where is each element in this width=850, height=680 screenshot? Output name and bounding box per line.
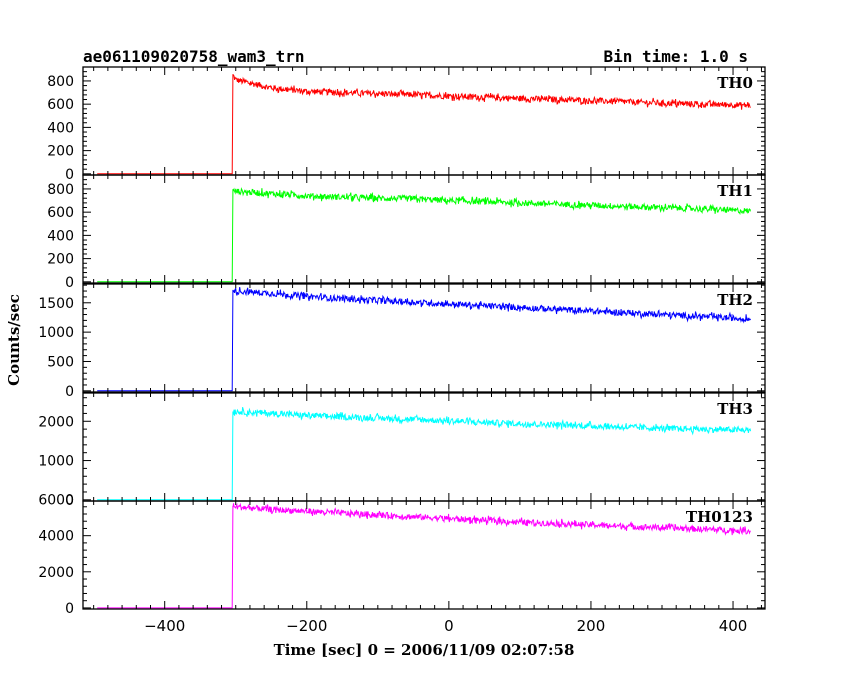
- y-tick-label-th3: 1000: [38, 454, 74, 470]
- y-tick-label-th1: 200: [47, 252, 74, 268]
- x-tick-label: 400: [719, 617, 748, 635]
- y-tick-label-th0123: 4000: [38, 529, 74, 545]
- y-tick-label-th2: 1500: [38, 296, 74, 312]
- y-tick-label-th1: 800: [47, 182, 74, 198]
- panel-label-th2: TH2: [717, 291, 753, 309]
- y-tick-label-th0: 600: [47, 97, 74, 113]
- panel-th3: 0 1000 2000 TH3: [38, 392, 766, 509]
- panel-label-th0: TH0: [717, 74, 753, 92]
- panel-frame-th0123: [82, 500, 766, 610]
- y-tick-label-th0: 0: [65, 167, 74, 183]
- y-axis-label: Counts/sec: [5, 294, 23, 386]
- x-tick-label: 0: [444, 617, 454, 635]
- x-tick-label: −200: [286, 617, 327, 635]
- series-line-th3: [97, 407, 752, 501]
- bin-time-label: Bin time: 1.0 s: [604, 47, 749, 66]
- chart-title: ae061109020758_wam3_trn: [83, 47, 305, 66]
- series-line-th2: [97, 286, 752, 392]
- panel-label-th3: TH3: [717, 400, 753, 418]
- y-tick-label-th0123: 0: [65, 601, 74, 617]
- y-tick-label-th0: 200: [47, 144, 74, 160]
- panel-frame-th1: [82, 174, 766, 284]
- panel-frame-th3: [82, 392, 766, 502]
- y-tick-label-th3: 0: [65, 493, 74, 509]
- panel-label-th0123: TH0123: [686, 508, 753, 526]
- y-tick-label-th1: 600: [47, 205, 74, 221]
- y-tick-label-th0: 400: [47, 120, 74, 136]
- y-tick-label-th2: 0: [65, 384, 74, 400]
- y-tick-label-th0: 800: [47, 74, 74, 90]
- series-line-th0: [97, 73, 751, 175]
- x-tick-label: −400: [144, 617, 185, 635]
- panel-th0123: 0 2000 4000 6000 TH0123: [38, 493, 766, 617]
- panels-group: 0 200 400 600 800 TH0 0 200 400 600 800 TH1 0 500 1000…: [38, 66, 766, 635]
- y-tick-label-th2: 500: [47, 354, 74, 370]
- series-line-th0123: [97, 502, 751, 609]
- x-tick-label: 200: [577, 617, 606, 635]
- panel-th0: 0 200 400 600 800 TH0: [47, 66, 766, 183]
- y-tick-label-th0123: 2000: [38, 565, 74, 581]
- panel-label-th1: TH1: [717, 182, 753, 200]
- panel-th1: 0 200 400 600 800 TH1: [47, 174, 766, 291]
- x-axis-label: Time [sec] 0 = 2006/11/09 02:07:58: [274, 641, 575, 659]
- y-tick-label-th1: 400: [47, 228, 74, 244]
- y-tick-label-th2: 1000: [38, 325, 74, 341]
- y-tick-label-th0123: 6000: [38, 493, 74, 509]
- panel-frame-th0: [82, 66, 766, 176]
- y-tick-label-th1: 0: [65, 275, 74, 291]
- panel-th2: 0 500 1000 1500 TH2: [38, 283, 766, 400]
- series-line-th1: [97, 187, 752, 283]
- y-tick-label-th3: 2000: [38, 414, 74, 430]
